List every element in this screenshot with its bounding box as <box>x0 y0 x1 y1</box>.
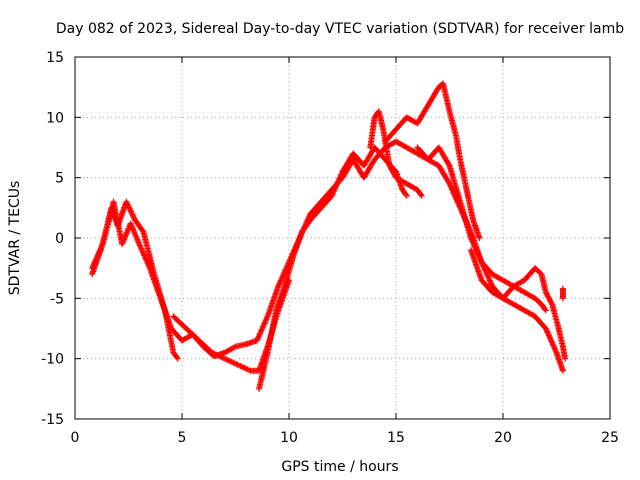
data-point <box>129 211 136 218</box>
data-point <box>123 198 130 205</box>
y-tick-label: -15 <box>41 412 64 428</box>
y-tick-label: 0 <box>55 231 64 247</box>
series-track-1 <box>89 138 566 374</box>
x-tick-label: 5 <box>178 430 187 446</box>
data-point <box>174 355 181 362</box>
data-point <box>124 200 131 207</box>
gridlines <box>75 57 610 419</box>
data-point <box>541 306 548 313</box>
data-point <box>562 355 569 362</box>
series-track-4 <box>256 144 410 392</box>
data-point <box>125 204 132 211</box>
x-tick-label: 10 <box>280 430 298 446</box>
data-point <box>548 300 555 307</box>
y-tick-label: 5 <box>55 171 64 187</box>
y-tick-label: -10 <box>41 352 64 368</box>
data-point <box>231 344 238 351</box>
data-point <box>559 295 566 302</box>
data-point <box>445 179 452 186</box>
x-tick-label: 0 <box>71 430 80 446</box>
axis-ticks: 0 5 10 15 20 25 -15 -10 -5 0 5 10 15 <box>41 50 619 446</box>
series-track-7 <box>414 144 549 314</box>
data-point <box>130 214 137 221</box>
data-series <box>89 80 569 392</box>
series-track-6 <box>382 80 483 241</box>
y-axis-label: SDTVAR / TECUs <box>7 181 23 296</box>
data-point <box>128 209 135 216</box>
data-point <box>417 191 424 198</box>
y-tick-label: -5 <box>50 291 64 307</box>
data-point <box>403 192 410 199</box>
series-track-9 <box>559 285 566 302</box>
data-point <box>127 207 134 214</box>
x-tick-label: 20 <box>494 430 512 446</box>
data-point <box>125 202 132 209</box>
y-tick-label: 10 <box>46 110 64 126</box>
series-track-2 <box>89 198 181 362</box>
data-point <box>124 201 131 208</box>
data-point <box>173 354 180 361</box>
y-tick-label: 15 <box>46 50 64 66</box>
data-point <box>476 235 483 241</box>
data-point <box>129 212 136 219</box>
data-point <box>126 205 133 212</box>
data-point <box>127 208 134 215</box>
data-point <box>559 367 566 374</box>
x-tick-label: 25 <box>601 430 619 446</box>
x-tick-label: 15 <box>387 430 405 446</box>
series-track-8 <box>467 247 569 362</box>
data-point <box>542 307 549 314</box>
data-point <box>402 191 409 198</box>
data-point <box>445 161 452 168</box>
data-point <box>139 227 146 234</box>
chart-title: Day 082 of 2023, Sidereal Day-to-day VTE… <box>56 21 624 37</box>
data-point <box>418 192 425 199</box>
x-axis-label: GPS time / hours <box>281 459 398 475</box>
